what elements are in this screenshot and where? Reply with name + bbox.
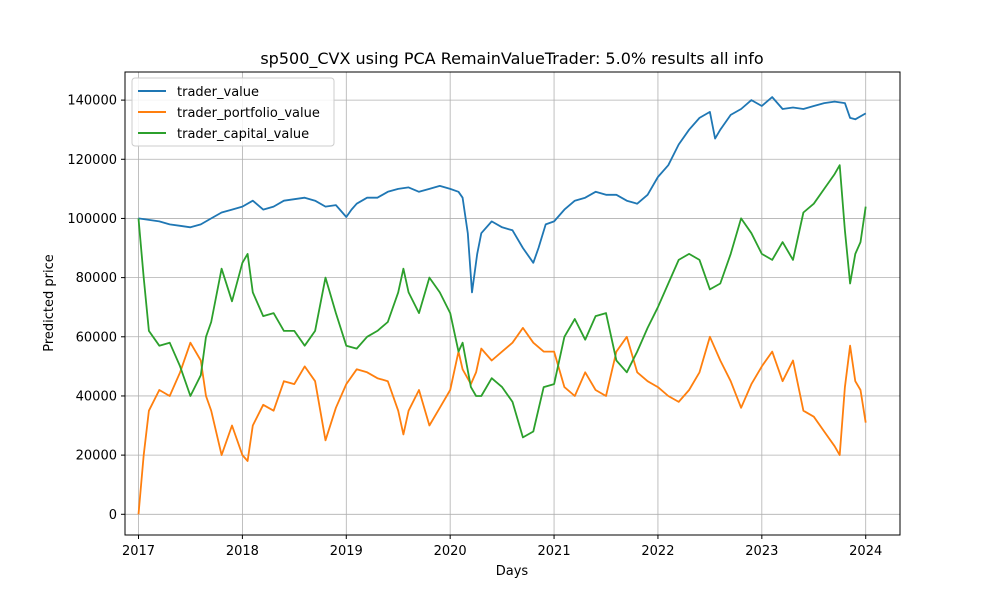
y-tick-label: 140000 (67, 94, 117, 109)
series-layer (137, 96, 867, 515)
y-tick-label: 120000 (67, 153, 117, 168)
legend-box (131, 77, 335, 147)
grid-layer (125, 72, 900, 535)
tick-layer: 2017 2018 2019 2020 2021 2022 2023 2024 0 20000 40… (67, 94, 882, 559)
chart-title: sp500_CVX using PCA RemainValueTrader: 5… (260, 49, 763, 69)
x-tick-label: 2023 (745, 544, 778, 559)
x-tick-label: 2024 (849, 544, 882, 559)
y-tick-label: 0 (109, 508, 117, 523)
legend-label-trader-value: trader_value (177, 85, 259, 100)
x-tick-label: 2022 (641, 544, 674, 559)
x-tick-label: 2020 (434, 544, 467, 559)
y-tick-label: 80000 (76, 271, 117, 286)
series-line-trader-value (138, 96, 867, 294)
y-tick-label: 60000 (76, 330, 117, 345)
series-line-trader-capital-value (137, 164, 867, 439)
x-tick-label: 2021 (538, 544, 571, 559)
x-tick-label: 2018 (226, 544, 259, 559)
x-axis-label: Days (496, 564, 529, 579)
x-tick-label: 2019 (330, 544, 363, 559)
y-tick-label: 100000 (67, 212, 117, 227)
plot-frame (124, 71, 901, 536)
legend-label-trader-portfolio-value: trader_portfolio_value (177, 106, 320, 121)
x-tick-label: 2017 (122, 544, 155, 559)
legend: trader_value trader_portfolio_value trad… (131, 77, 335, 147)
y-tick-label: 40000 (76, 389, 117, 404)
series-line-trader-portfolio-value (137, 327, 867, 515)
y-tick-label: 20000 (76, 449, 117, 464)
legend-label-trader-capital-value: trader_capital_value (177, 127, 309, 142)
y-axis-label: Predicted price (42, 254, 57, 352)
